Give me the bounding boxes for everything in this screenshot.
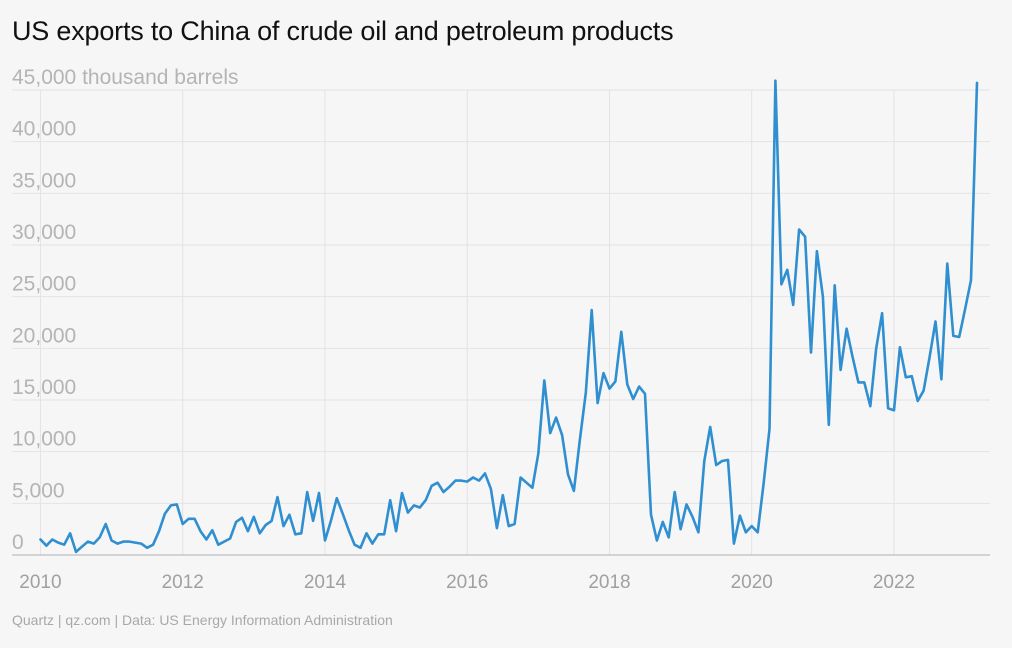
x-tick-label: 2016: [446, 572, 488, 593]
y-tick-label: 45,000 thousand barrels: [12, 66, 239, 89]
x-tick-label: 2010: [19, 572, 61, 593]
y-tick-label: 10,000: [12, 428, 76, 451]
y-tick-label: 30,000: [12, 221, 76, 244]
x-tick-label: 2018: [588, 572, 630, 593]
source-note: Quartz | qz.com | Data: US Energy Inform…: [12, 612, 393, 628]
line-chart: 0 5,000 10,000 15,000 20,000 25,000 30,000 35,0…: [12, 66, 990, 593]
y-tick-labels: 0 5,000 10,000 15,000 20,000 25,000 30,000 35,0…: [12, 66, 239, 554]
series-line: [39, 79, 979, 554]
y-tick-label: 0: [12, 531, 24, 554]
y-tick-label: 20,000: [12, 324, 76, 347]
y-tick-label: 40,000: [12, 118, 76, 141]
x-tick-label: 2014: [304, 572, 347, 593]
y-tick-label: 5,000: [12, 479, 65, 502]
x-tick-label: 2012: [162, 572, 204, 593]
x-tick-label: 2020: [731, 572, 773, 593]
y-tick-label: 35,000: [12, 169, 76, 192]
y-tick-label: 25,000: [12, 273, 76, 296]
y-tick-label: 15,000: [12, 376, 76, 399]
grid-layer: [12, 89, 990, 555]
x-tick-labels: 2010 2012 2014 2016 2018 2020 2022: [19, 572, 915, 593]
x-tick-label: 2022: [873, 572, 915, 593]
chart-title: US exports to China of crude oil and pet…: [12, 16, 674, 46]
